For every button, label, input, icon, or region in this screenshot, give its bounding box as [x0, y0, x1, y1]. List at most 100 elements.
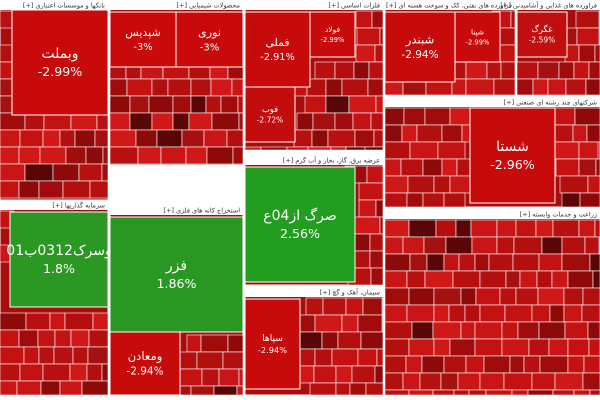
small-tile: [576, 27, 600, 46]
small-tile: [578, 44, 596, 63]
small-tile: [286, 146, 309, 151]
small-tile: [532, 78, 549, 96]
small-tile: [501, 321, 519, 340]
stock-change: -3%: [133, 42, 152, 53]
small-tile: [238, 112, 244, 131]
small-tile: [496, 236, 515, 255]
small-tile: [552, 124, 574, 143]
small-tile: [59, 129, 76, 148]
stock-change: -2.59%: [529, 35, 556, 44]
small-tile: [109, 129, 137, 148]
stock-tile: [9, 211, 109, 308]
small-tile: [213, 385, 238, 396]
sector-title: استخراج کانه های فلزی [+]: [163, 207, 240, 215]
small-tile: [305, 297, 324, 316]
small-tile: [471, 236, 498, 255]
small-tile: [403, 107, 426, 126]
small-tile: [587, 321, 600, 340]
small-tile: [458, 253, 476, 272]
small-tile: [293, 129, 313, 148]
small-tile: [500, 61, 516, 80]
stock-name: فملی: [265, 36, 289, 49]
small-tile: [206, 146, 234, 165]
small-tile: [582, 287, 600, 306]
small-tile: [59, 380, 83, 396]
small-tile: [588, 61, 600, 80]
small-tile: [368, 61, 384, 80]
small-tile: [579, 192, 600, 208]
small-tile: [52, 163, 80, 182]
small-tile: [348, 95, 377, 114]
small-tile: [527, 389, 554, 396]
small-tile: [424, 270, 454, 289]
stock-tile: [109, 331, 181, 396]
small-tile: [151, 112, 174, 131]
small-tile: [297, 314, 316, 333]
small-tile: [358, 182, 384, 201]
small-tile: [443, 192, 466, 208]
small-tile: [172, 112, 190, 131]
small-tile: [384, 355, 407, 374]
small-tile: [25, 312, 51, 331]
stock-name: غگرگ: [531, 24, 553, 34]
small-tile: [552, 389, 575, 396]
small-tile: [498, 27, 516, 46]
small-tile: [402, 372, 421, 391]
small-tile: [74, 129, 96, 148]
small-tile: [341, 314, 359, 333]
stock-name: فوب: [262, 104, 278, 114]
stock-change: -2.72%: [257, 115, 284, 124]
small-tile: [384, 192, 408, 208]
small-tile: [203, 129, 228, 148]
stock-change: 1.86%: [156, 276, 196, 291]
small-tile: [409, 141, 439, 160]
small-tile: [81, 380, 109, 396]
small-tile: [167, 78, 192, 97]
small-tile: [321, 331, 339, 350]
small-tile: [156, 129, 183, 148]
small-tile: [408, 219, 437, 238]
small-tile: [353, 61, 370, 80]
small-tile: [211, 112, 240, 131]
small-tile: [384, 219, 410, 238]
small-tile: [0, 363, 21, 382]
small-tile: [358, 199, 377, 218]
small-tile: [432, 321, 462, 340]
small-tile: [588, 338, 600, 357]
small-tile: [402, 236, 425, 255]
stock-name: شبندر: [405, 33, 435, 48]
small-tile: [43, 112, 72, 131]
small-tile: [486, 61, 502, 80]
small-tile: [465, 61, 488, 80]
small-tile: [42, 363, 71, 382]
small-tile: [16, 380, 42, 396]
small-tile: [334, 112, 354, 131]
small-tile: [18, 329, 39, 348]
small-tile: [575, 10, 600, 29]
small-tile: [586, 124, 600, 143]
small-tile: [531, 372, 556, 391]
small-tile: [335, 365, 353, 384]
small-tile: [548, 338, 569, 357]
small-tile: [40, 380, 61, 396]
small-tile: [408, 287, 435, 306]
small-tile: [42, 129, 61, 148]
stock-name: نوری: [198, 26, 221, 39]
small-tile: [440, 372, 459, 391]
small-tile: [190, 385, 215, 396]
small-tile: [334, 61, 355, 80]
sector-header: [0, 200, 108, 210]
small-tile: [92, 312, 109, 331]
small-tile: [448, 304, 466, 323]
small-tile: [314, 348, 333, 367]
small-tile: [408, 338, 435, 357]
small-tile: [72, 346, 89, 365]
small-tile: [23, 346, 40, 365]
small-tile: [0, 312, 27, 331]
sector-title: محصولات شیمیایی [+]: [177, 2, 240, 10]
small-tile: [583, 355, 600, 374]
small-tile: [345, 297, 364, 316]
sector-header: [0, 0, 108, 10]
small-tile: [309, 382, 337, 396]
small-tile: [419, 372, 442, 391]
